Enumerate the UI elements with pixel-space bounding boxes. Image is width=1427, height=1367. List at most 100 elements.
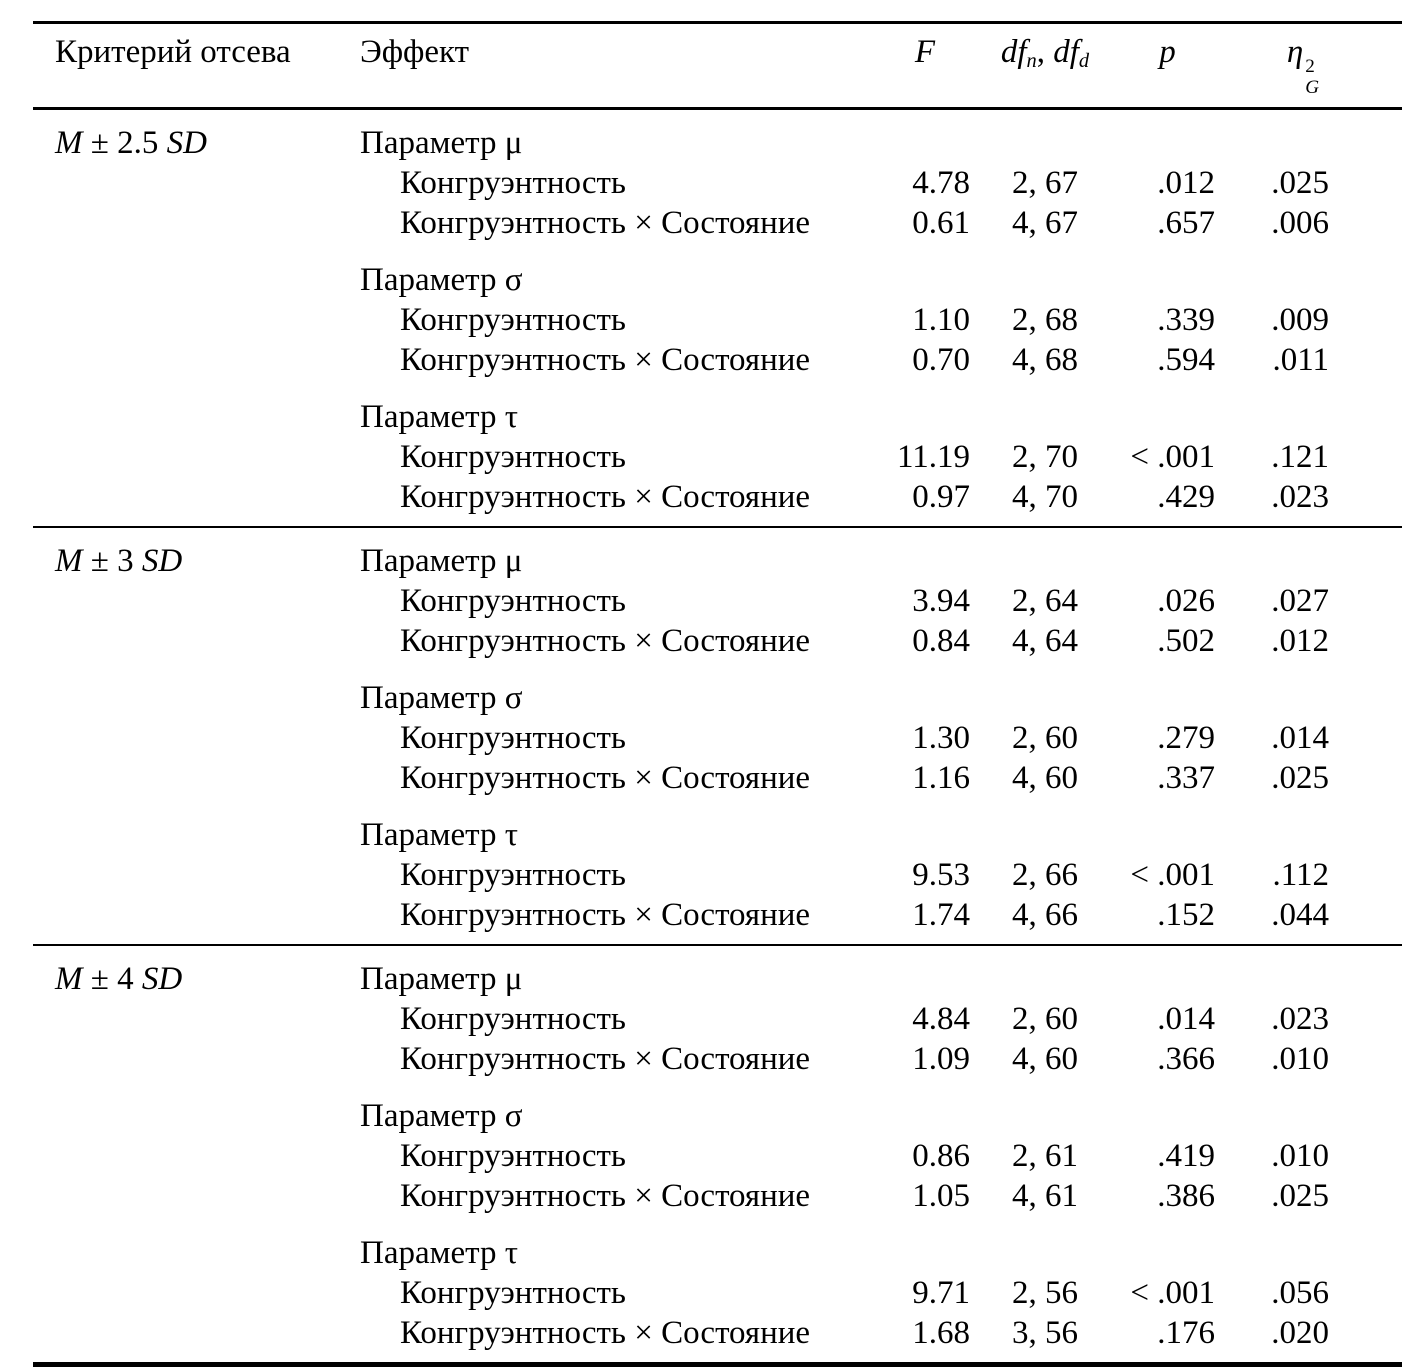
group-title-row: Параметр τ	[33, 1233, 1402, 1273]
f-value: 0.86	[912, 1138, 970, 1175]
p-value: < .001	[1130, 1275, 1215, 1312]
criterion-label: M ± 4 SD	[55, 961, 183, 998]
df-value: 4, 68	[1012, 342, 1078, 379]
param-group-title: Параметр τ	[360, 1235, 518, 1272]
p-value: .429	[1157, 479, 1215, 516]
effect-label: Конгруэнтность	[400, 1275, 626, 1312]
eta-squared-value: .012	[1271, 623, 1329, 660]
df-value: 3, 56	[1012, 1315, 1078, 1352]
df-value: 2, 56	[1012, 1275, 1078, 1312]
param-group-title: Параметр μ	[360, 961, 523, 998]
eta-squared-value: .025	[1271, 165, 1329, 202]
df-value: 4, 60	[1012, 1041, 1078, 1078]
p-value: < .001	[1130, 857, 1215, 894]
f-value: 1.74	[912, 897, 970, 934]
table-row: Конгруэнтность 1.10 2, 68 .339 .009	[33, 300, 1402, 340]
eta-squared-value: .020	[1271, 1315, 1329, 1352]
param-group-mu: M ± 3 SD Параметр μ Конгруэнтность 3.94 …	[33, 541, 1402, 661]
f-value: 1.10	[912, 302, 970, 339]
table-row: Конгруэнтность × Состояние 0.70 4, 68 .5…	[33, 340, 1402, 380]
param-group-title: Параметр σ	[360, 262, 523, 299]
col-header-effect: Эффект	[360, 34, 470, 70]
group-title-row: Параметр τ	[33, 815, 1402, 855]
table-row: Конгруэнтность × Состояние 1.05 4, 61 .3…	[33, 1176, 1402, 1216]
f-value: 1.30	[912, 720, 970, 757]
effect-label: Конгруэнтность	[400, 720, 626, 757]
table-row: Конгруэнтность 9.71 2, 56 < .001 .056	[33, 1273, 1402, 1313]
group-title-row: M ± 3 SD Параметр μ	[33, 541, 1402, 581]
p-value: .657	[1157, 205, 1215, 242]
effect-label: Конгруэнтность	[400, 165, 626, 202]
df-value: 4, 66	[1012, 897, 1078, 934]
f-value: 4.78	[912, 165, 970, 202]
p-value: .176	[1157, 1315, 1215, 1352]
table-row: Конгруэнтность × Состояние 1.09 4, 60 .3…	[33, 1039, 1402, 1079]
param-group-sigma: Параметр σ Конгруэнтность 0.86 2, 61 .41…	[33, 1096, 1402, 1216]
eta-squared-value: .056	[1271, 1275, 1329, 1312]
table-row: Конгруэнтность 11.19 2, 70 < .001 .121	[33, 437, 1402, 477]
effect-label: Конгруэнтность × Состояние	[400, 205, 811, 242]
eta-squared-value: .010	[1271, 1138, 1329, 1175]
df-value: 4, 61	[1012, 1178, 1078, 1215]
section-m-4-sd: M ± 4 SD Параметр μ Конгруэнтность 4.84 …	[33, 946, 1402, 1362]
top-rule	[33, 21, 1402, 24]
param-group-mu: M ± 2.5 SD Параметр μ Конгруэнтность 4.7…	[33, 123, 1402, 243]
f-value: 0.84	[912, 623, 970, 660]
f-value: 3.94	[912, 583, 970, 620]
param-group-sigma: Параметр σ Конгруэнтность 1.10 2, 68 .33…	[33, 260, 1402, 380]
df-value: 4, 67	[1012, 205, 1078, 242]
param-group-sigma: Параметр σ Конгруэнтность 1.30 2, 60 .27…	[33, 678, 1402, 798]
effect-label: Конгруэнтность × Состояние	[400, 760, 811, 797]
f-value: 1.05	[912, 1178, 970, 1215]
eta-squared-value: .009	[1271, 302, 1329, 339]
df-value: 4, 64	[1012, 623, 1078, 660]
df-value: 2, 60	[1012, 720, 1078, 757]
table-row: Конгруэнтность 9.53 2, 66 < .001 .112	[33, 855, 1402, 895]
f-value: 11.19	[896, 439, 970, 476]
table-row: Конгруэнтность 0.86 2, 61 .419 .010	[33, 1136, 1402, 1176]
param-group-mu: M ± 4 SD Параметр μ Конгруэнтность 4.84 …	[33, 959, 1402, 1079]
p-value: .026	[1157, 583, 1215, 620]
eta-squared-value: .121	[1271, 439, 1329, 476]
col-header-p: p	[1159, 34, 1176, 70]
group-title-row: Параметр σ	[33, 678, 1402, 718]
p-value: .152	[1157, 897, 1215, 934]
df-value: 2, 60	[1012, 1001, 1078, 1038]
p-value: .386	[1157, 1178, 1215, 1215]
f-value: 1.16	[912, 760, 970, 797]
df-value: 2, 67	[1012, 165, 1078, 202]
p-value: .014	[1157, 1001, 1215, 1038]
eta-squared-value: .006	[1271, 205, 1329, 242]
table-row: Конгруэнтность × Состояние 1.74 4, 66 .1…	[33, 895, 1402, 935]
p-value: .502	[1157, 623, 1215, 660]
eta-squared-value: .044	[1271, 897, 1329, 934]
p-value: .366	[1157, 1041, 1215, 1078]
df-value: 4, 60	[1012, 760, 1078, 797]
section-divider	[33, 526, 1402, 529]
group-title-row: M ± 4 SD Параметр μ	[33, 959, 1402, 999]
table-row: Конгруэнтность × Состояние 1.68 3, 56 .1…	[33, 1313, 1402, 1353]
group-title-row: Параметр τ	[33, 397, 1402, 437]
p-value: .279	[1157, 720, 1215, 757]
col-header-criterion: Критерий отсева	[55, 34, 291, 70]
section-divider	[33, 944, 1402, 947]
eta-squared-value: .014	[1271, 720, 1329, 757]
eta-squared-value: .025	[1271, 1178, 1329, 1215]
eta-squared-value: .011	[1272, 342, 1329, 379]
param-group-tau: Параметр τ Конгруэнтность 11.19 2, 70 < …	[33, 397, 1402, 517]
param-group-title: Параметр μ	[360, 543, 523, 580]
effect-label: Конгруэнтность × Состояние	[400, 342, 811, 379]
group-title-row: Параметр σ	[33, 260, 1402, 300]
f-value: 1.68	[912, 1315, 970, 1352]
effect-label: Конгруэнтность × Состояние	[400, 479, 811, 516]
col-header-f: F	[914, 34, 936, 70]
p-value: .419	[1157, 1138, 1215, 1175]
p-value: .337	[1157, 760, 1215, 797]
effect-label: Конгруэнтность × Состояние	[400, 1315, 811, 1352]
f-value: 0.61	[912, 205, 970, 242]
param-group-title: Параметр τ	[360, 399, 518, 436]
table-row: Конгруэнтность 4.78 2, 67 .012 .025	[33, 163, 1402, 203]
